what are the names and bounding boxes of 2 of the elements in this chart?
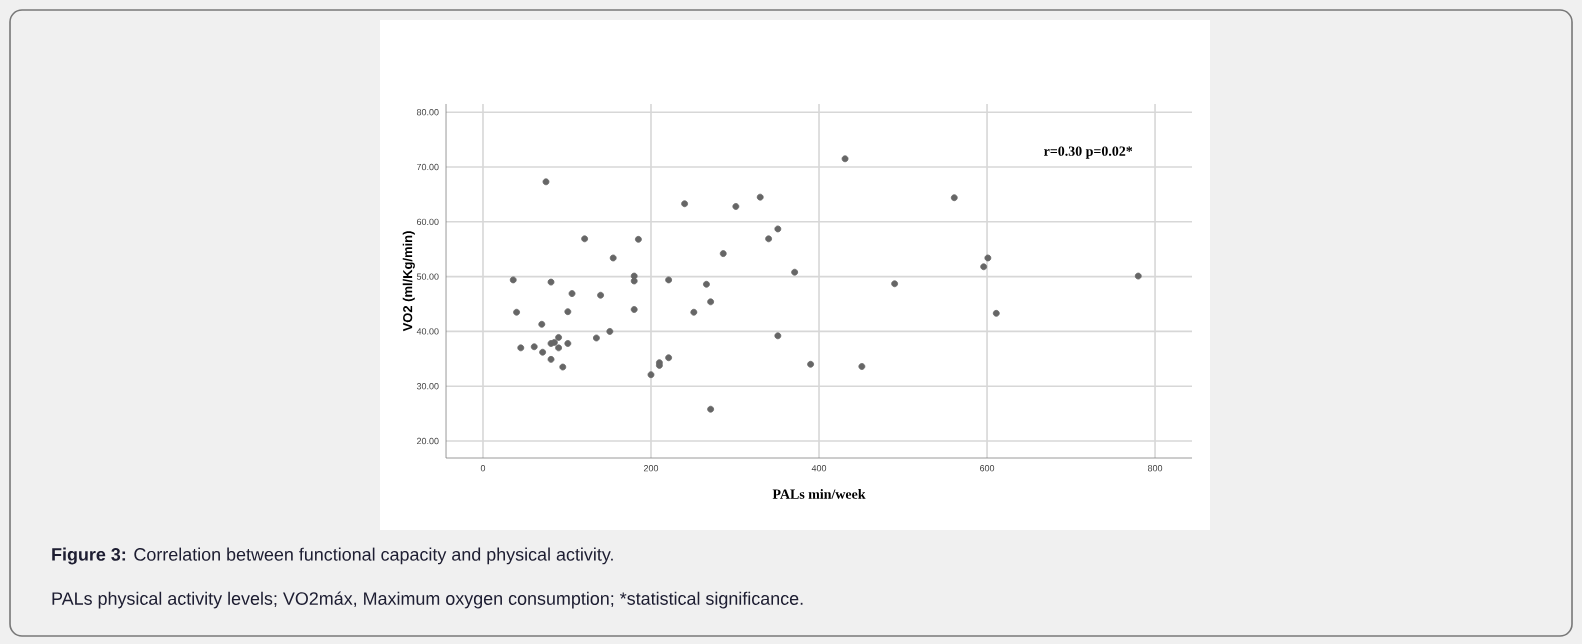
text: Figure 3: Correlation between functional capacity and physical activity.	[52, 547, 613, 565]
text: PALs physical activity levels; VO2máx, Maximum oxygen consumption; *statistical significance.	[52, 591, 803, 609]
